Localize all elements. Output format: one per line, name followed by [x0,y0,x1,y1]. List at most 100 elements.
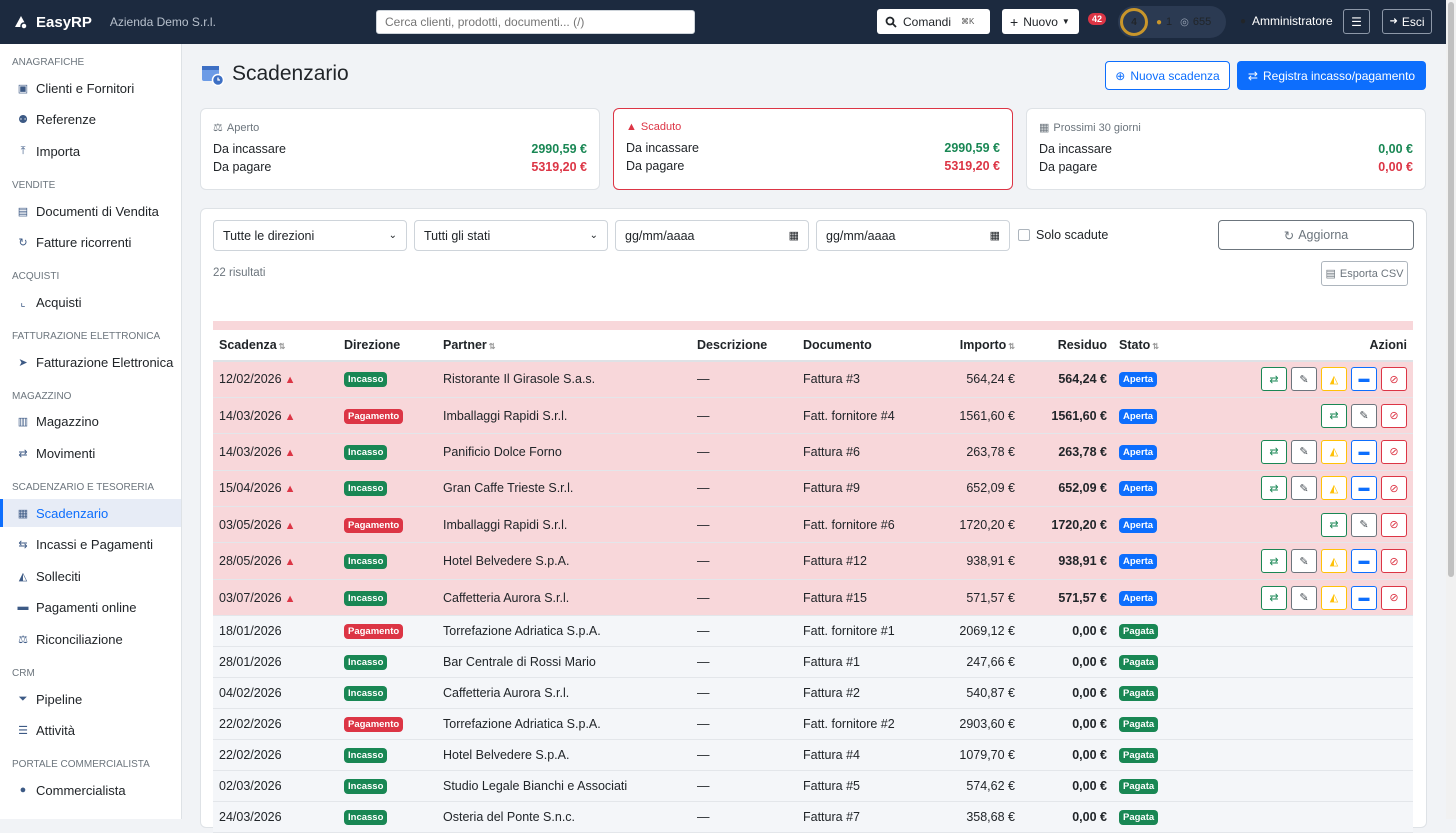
cancel-icon[interactable]: ⊘ [1381,439,1407,464]
edit-icon[interactable]: ✎ [1291,476,1317,501]
sidebar-item-magazzino[interactable]: ▥ Magazzino [0,407,181,435]
cancel-icon[interactable]: ⊘ [1381,512,1407,537]
cell-document[interactable]: Fattura #15 [797,579,922,617]
cancel-icon[interactable]: ⊘ [1381,403,1407,428]
cell-document[interactable]: Fattura #3 [797,361,922,398]
cancel-icon[interactable]: ⊘ [1381,585,1407,610]
col-amount[interactable]: Importo ⇅ [922,330,1021,362]
cancel-icon[interactable]: ⊘ [1381,549,1407,574]
bell-icon[interactable]: ◭ [1321,549,1347,574]
edit-icon[interactable]: ✎ [1291,549,1317,574]
cell-document[interactable]: Fattura #4 [797,739,922,772]
cell-document[interactable]: Fattura #7 [797,801,922,833]
cell-document[interactable]: Fatt. fornitore #2 [797,708,922,741]
credit-card-icon[interactable]: ▬ [1351,549,1377,574]
new-dropdown-button[interactable]: + Nuovo ▼ [1002,9,1079,34]
sidebar-item-commercialista[interactable]: ● Commercialista [0,776,181,804]
search-input[interactable] [376,10,695,34]
cell-document[interactable]: Fattura #6 [797,433,922,471]
table-row[interactable]: 12/02/2026 ▲ Incasso Ristorante Il Girasole… [213,361,1413,398]
table-row[interactable]: 03/05/2026 ▲ Pagamento Imballaggi Rapidi S.… [213,506,1413,544]
sidebar-item-pipeline[interactable]: ⏷ Pipeline [0,685,181,713]
user-menu[interactable]: ● Amministratore [1240,14,1333,28]
status-select[interactable]: Tutti gli stati ⌄ [414,220,608,251]
table-row[interactable]: 22/02/2026 Incasso Hotel Belvedere S.p.A. —… [213,739,1413,772]
table-row[interactable]: 03/07/2026 ▲ Incasso Caffetteria Aurora S.r… [213,579,1413,617]
sidebar-item-importa[interactable]: ⤒ Importa [0,137,181,165]
table-row[interactable]: 14/03/2026 ▲ Incasso Panificio Dolce Forno —… [213,433,1413,471]
notifications-badge[interactable]: 42 [1088,13,1107,25]
sidebar-item-incassi-e-pagamenti[interactable]: ⇆ Incassi e Pagamenti [0,530,181,558]
logout-button[interactable]: ➜ Esci [1382,9,1432,34]
cell-document[interactable]: Fattura #9 [797,470,922,508]
cancel-icon[interactable]: ⊘ [1381,367,1407,392]
col-status[interactable]: Stato ⇅ [1113,330,1173,362]
bell-icon[interactable]: ◭ [1321,476,1347,501]
table-row[interactable]: 02/03/2026 Incasso Studio Legale Bianchi e… [213,770,1413,803]
cell-document[interactable]: Fatt. fornitore #6 [797,506,922,544]
date-to-input[interactable]: gg/mm/aaaa ▦ [816,220,1010,251]
cell-document[interactable]: Fattura #12 [797,542,922,580]
sidebar-item-movimenti[interactable]: ⇄ Movimenti [0,439,181,467]
cell-document[interactable]: Fattura #2 [797,677,922,710]
brand[interactable]: EasyRP [12,13,92,31]
table-row[interactable]: 22/02/2026 Pagamento Torrefazione Adriatic… [213,708,1413,741]
bell-icon[interactable]: ◭ [1321,585,1347,610]
table-row[interactable]: 24/03/2026 Incasso Osteria del Ponte S.n.c… [213,801,1413,833]
register-icon[interactable]: ⇄ [1261,476,1287,501]
register-icon[interactable]: ⇄ [1261,549,1287,574]
date-from-input[interactable]: gg/mm/aaaa ▦ [615,220,809,251]
register-icon[interactable]: ⇄ [1321,512,1347,537]
table-row[interactable]: 28/01/2026 Incasso Bar Centrale di Rossi M… [213,646,1413,679]
page-scrollbar-thumb[interactable] [1448,2,1454,577]
register-payment-button[interactable]: ⇄ Registra incasso/pagamento [1237,61,1426,90]
sidebar-item-clienti-e-fornitori[interactable]: ▣ Clienti e Fornitori [0,74,181,102]
sidebar-item-referenze[interactable]: ⚉ Referenze [0,105,181,133]
export-csv-button[interactable]: ▤ Esporta CSV [1321,261,1408,286]
cell-document[interactable]: Fatt. fornitore #1 [797,615,922,648]
settings-button[interactable]: ☰ [1343,9,1370,34]
sidebar-item-documenti-di-vendita[interactable]: ▤ Documenti di Vendita [0,197,181,225]
gamification-widget[interactable]: 4 ● 1 ◎ 655 [1118,6,1226,38]
only-overdue-checkbox[interactable]: Solo scadute [1018,228,1108,242]
table-row[interactable]: 14/03/2026 ▲ Pagamento Imballaggi Rapidi S.… [213,397,1413,435]
cell-document[interactable]: Fattura #1 [797,646,922,679]
credit-card-icon[interactable]: ▬ [1351,439,1377,464]
sidebar-item-solleciti[interactable]: ◭ Solleciti [0,562,181,590]
edit-icon[interactable]: ✎ [1351,512,1377,537]
register-icon[interactable]: ⇄ [1261,367,1287,392]
table-row[interactable]: 15/04/2026 ▲ Incasso Gran Caffe Trieste S.r… [213,470,1413,508]
cell-document[interactable]: Fatt. fornitore #4 [797,397,922,435]
sidebar-item-fatturazione-elettronica[interactable]: ➤ Fatturazione Elettronica [0,348,181,376]
table-row[interactable]: 28/05/2026 ▲ Incasso Hotel Belvedere S.p.A.… [213,542,1413,580]
bell-icon[interactable]: ◭ [1321,439,1347,464]
direction-select[interactable]: Tutte le direzioni ⌄ [213,220,407,251]
credit-card-icon[interactable]: ▬ [1351,585,1377,610]
bell-icon[interactable]: ◭ [1321,367,1347,392]
credit-card-icon[interactable]: ▬ [1351,476,1377,501]
edit-icon[interactable]: ✎ [1291,439,1317,464]
col-partner[interactable]: Partner ⇅ [437,330,691,362]
col-due[interactable]: Scadenza ⇅ [213,330,338,362]
sidebar-item-acquisti[interactable]: ⌞ Acquisti [0,288,181,316]
commands-button[interactable]: Comandi ⌘K [877,9,990,34]
edit-icon[interactable]: ✎ [1291,585,1317,610]
sidebar-item-riconciliazione[interactable]: ⚖ Riconciliazione [0,625,181,653]
register-icon[interactable]: ⇄ [1321,403,1347,428]
sidebar-item-fatture-ricorrenti[interactable]: ↻ Fatture ricorrenti [0,228,181,256]
refresh-button[interactable]: ↻ Aggiorna [1218,220,1414,250]
register-icon[interactable]: ⇄ [1261,585,1287,610]
cell-document[interactable]: Fattura #5 [797,770,922,803]
sidebar-item-attivit-[interactable]: ☰ Attività [0,716,181,744]
sidebar-item-scadenzario[interactable]: ▦ Scadenzario [0,499,181,527]
new-due-button[interactable]: ⊕ Nuova scadenza [1105,61,1230,90]
credit-card-icon[interactable]: ▬ [1351,367,1377,392]
checkbox-box[interactable] [1018,229,1030,241]
edit-icon[interactable]: ✎ [1291,367,1317,392]
edit-icon[interactable]: ✎ [1351,403,1377,428]
register-icon[interactable]: ⇄ [1261,439,1287,464]
table-row[interactable]: 18/01/2026 Pagamento Torrefazione Adriatic… [213,615,1413,648]
cancel-icon[interactable]: ⊘ [1381,476,1407,501]
sidebar-item-pagamenti-online[interactable]: ▬ Pagamenti online [0,593,181,621]
table-row[interactable]: 04/02/2026 Incasso Caffetteria Aurora S.r.… [213,677,1413,710]
